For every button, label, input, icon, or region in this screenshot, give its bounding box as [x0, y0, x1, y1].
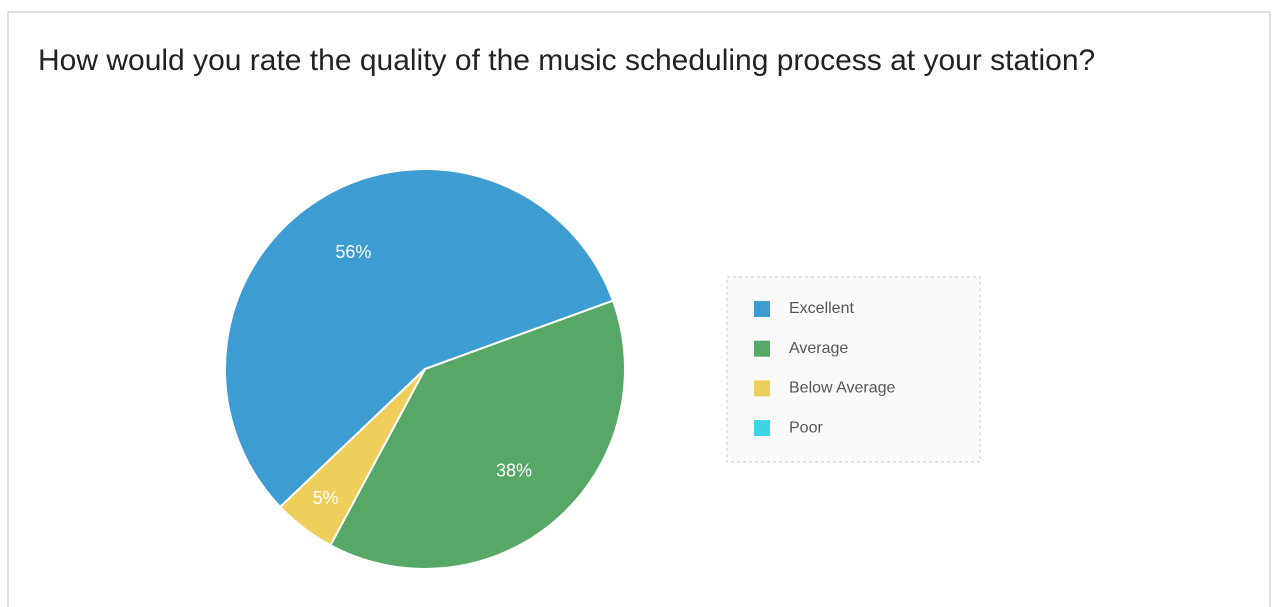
legend-label: Average [789, 340, 848, 357]
slice-label: 56% [335, 242, 371, 262]
slice-label: 5% [313, 488, 339, 508]
legend-swatch [754, 340, 770, 357]
legend-swatch [754, 301, 770, 317]
pie-slice [278, 368, 426, 547]
legend-swatch [754, 420, 770, 437]
legend-label: Below Average [789, 380, 896, 397]
legend-swatch [754, 380, 770, 397]
legend-label: Poor [789, 419, 823, 436]
legend-label: Excellent [789, 300, 854, 317]
pie-slice [224, 168, 615, 509]
pie-slice [329, 299, 626, 570]
chart-title: How would you rate the quality of the mu… [38, 44, 1095, 77]
slice-label: 38% [496, 461, 532, 481]
chart-frame [7, 11, 1271, 607]
